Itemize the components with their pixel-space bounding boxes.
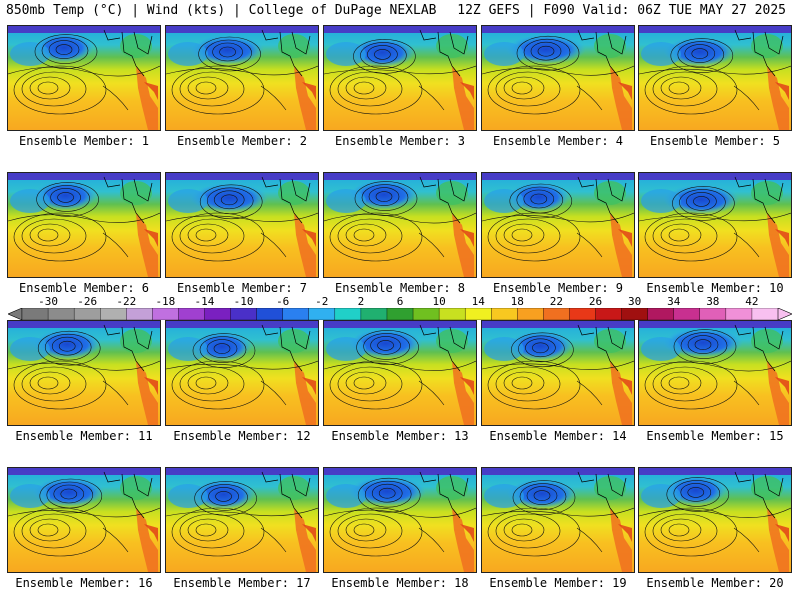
colorbar-segment <box>464 308 492 320</box>
ensemble-map-13 <box>323 320 477 426</box>
ensemble-map-8 <box>323 172 477 278</box>
colorbar-tick-label: -18 <box>155 295 176 308</box>
colorbar-segment <box>230 308 258 320</box>
ensemble-member-label: Ensemble Member: 8 <box>334 281 466 295</box>
map-title: 850mb Temp (°C) | Wind (kts) | College o… <box>6 3 437 18</box>
colorbar-tick-label: 18 <box>510 295 524 308</box>
temperature-colorbar <box>8 308 792 320</box>
colorbar-segment <box>647 308 675 320</box>
colorbar-segment <box>673 308 701 320</box>
ensemble-member-label: Ensemble Member: 7 <box>176 281 308 295</box>
colorbar-tick-label: 26 <box>588 295 603 308</box>
colorbar-tick-label: 22 <box>549 295 564 308</box>
ensemble-map-17 <box>165 467 319 573</box>
colorbar-segment <box>73 308 101 320</box>
ensemble-member-label: Ensemble Member: 5 <box>649 134 781 148</box>
ensemble-member-label: Ensemble Member: 4 <box>492 134 624 148</box>
colorbar-graphic <box>8 308 792 320</box>
ensemble-member-label: Ensemble Member: 9 <box>492 281 624 295</box>
colorbar-tick-label: -22 <box>116 295 137 308</box>
ensemble-map-14 <box>481 320 635 426</box>
colorbar-segment <box>386 308 414 320</box>
colorbar-tick-label: -10 <box>233 295 254 308</box>
run-info: 12Z GEFS | F090 Valid: 06Z TUE MAY 27 20… <box>457 3 786 18</box>
ensemble-map-20 <box>638 467 792 573</box>
ensemble-map-18 <box>323 467 477 573</box>
colorbar-segment <box>334 308 362 320</box>
colorbar-segment <box>517 308 544 320</box>
colorbar-segment <box>126 308 153 320</box>
ensemble-member-label: Ensemble Member: 18 <box>331 576 469 590</box>
colorbar-segment <box>621 308 649 320</box>
ensemble-map-19 <box>481 467 635 573</box>
ensemble-member-label: Ensemble Member: 13 <box>331 429 469 443</box>
colorbar-segment <box>308 308 336 320</box>
ensemble-map-9 <box>481 172 635 278</box>
colorbar-segment <box>152 308 180 320</box>
colorbar-tick-label: 34 <box>667 295 681 308</box>
colorbar-segment <box>491 308 518 320</box>
ensemble-map-7 <box>165 172 319 278</box>
ensemble-map-16 <box>7 467 161 573</box>
colorbar-segment <box>751 308 779 320</box>
colorbar-segment <box>360 308 388 320</box>
colorbar-tick-label: 6 <box>396 295 404 308</box>
ensemble-map-3 <box>323 25 477 131</box>
ensemble-member-label: Ensemble Member: 17 <box>173 576 311 590</box>
colorbar-segment <box>569 308 597 320</box>
ensemble-map-2 <box>165 25 319 131</box>
ensemble-member-label: Ensemble Member: 12 <box>173 429 311 443</box>
ensemble-member-label: Ensemble Member: 20 <box>646 576 784 590</box>
colorbar-tick-label: 38 <box>706 295 720 308</box>
ensemble-member-label: Ensemble Member: 2 <box>176 134 308 148</box>
ensemble-map-15 <box>638 320 792 426</box>
colorbar-segment <box>412 308 440 320</box>
colorbar-tick-label: -26 <box>77 295 98 308</box>
colorbar-left-arrow <box>8 308 23 320</box>
ensemble-member-label: Ensemble Member: 14 <box>489 429 627 443</box>
colorbar-tick-label: 42 <box>745 295 759 308</box>
colorbar-segment <box>595 308 623 320</box>
colorbar-segment <box>256 308 284 320</box>
colorbar-tick-label: 14 <box>471 295 485 308</box>
colorbar-segment <box>438 308 466 320</box>
colorbar-tick-label: -6 <box>276 295 290 308</box>
ensemble-map-1 <box>7 25 161 131</box>
ensemble-member-label: Ensemble Member: 1 <box>18 134 150 148</box>
ensemble-map-6 <box>7 172 161 278</box>
colorbar-tick-label: 10 <box>432 295 446 308</box>
colorbar-segment <box>21 308 49 320</box>
ensemble-map-12 <box>165 320 319 426</box>
ensemble-map-5 <box>638 25 792 131</box>
ensemble-member-label: Ensemble Member: 15 <box>646 429 784 443</box>
colorbar-segment <box>282 308 310 320</box>
colorbar-right-arrow <box>777 308 792 320</box>
colorbar-segment <box>178 308 206 320</box>
colorbar-tick-label: -14 <box>194 295 215 308</box>
ensemble-map-4 <box>481 25 635 131</box>
colorbar-segment <box>699 308 727 320</box>
colorbar-tick-label: 30 <box>627 295 642 308</box>
colorbar-segment <box>725 308 753 320</box>
colorbar-tick-label: -2 <box>315 295 329 308</box>
colorbar-segment <box>543 308 571 320</box>
ensemble-member-label: Ensemble Member: 3 <box>334 134 466 148</box>
ensemble-member-label: Ensemble Member: 19 <box>489 576 627 590</box>
colorbar-segment <box>204 308 232 320</box>
ensemble-member-label: Ensemble Member: 16 <box>15 576 153 590</box>
ensemble-member-label: Ensemble Member: 10 <box>646 281 784 295</box>
colorbar-segment <box>100 308 127 320</box>
colorbar-tick-label: 2 <box>357 295 365 308</box>
ensemble-map-11 <box>7 320 161 426</box>
ensemble-map-10 <box>638 172 792 278</box>
ensemble-member-label: Ensemble Member: 11 <box>15 429 153 443</box>
colorbar-tick-label: -30 <box>38 295 58 308</box>
colorbar-segment <box>47 308 75 320</box>
ensemble-member-label: Ensemble Member: 6 <box>18 281 150 295</box>
